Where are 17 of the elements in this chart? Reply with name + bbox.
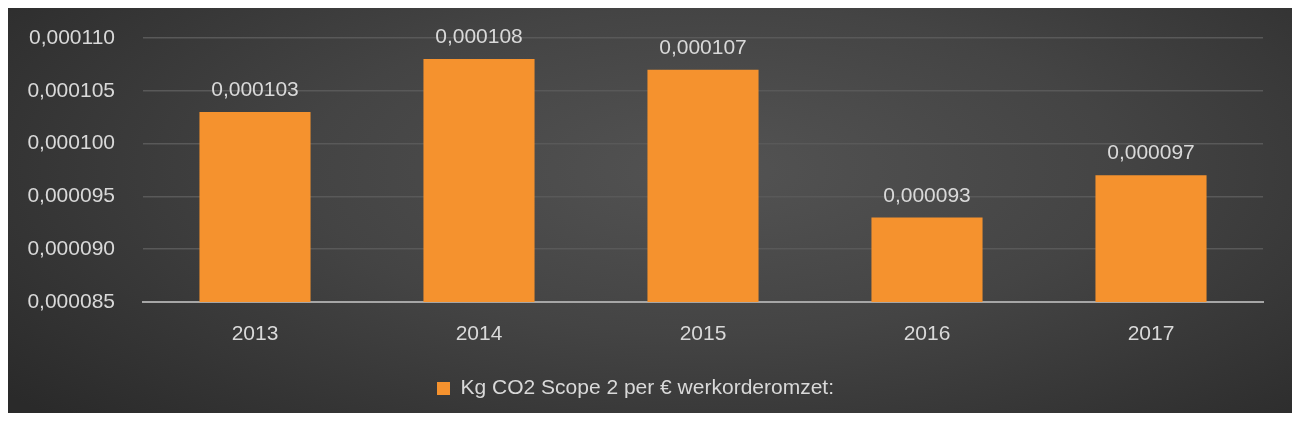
y-tick-label: 0,000095 bbox=[27, 183, 115, 207]
x-tick-label: 2014 bbox=[455, 321, 503, 345]
y-tick-label: 0,000085 bbox=[27, 288, 115, 312]
x-tick-label: 2013 bbox=[231, 321, 279, 345]
y-tick-label: 0,000110 bbox=[28, 24, 115, 48]
x-tick-label: 2017 bbox=[1127, 321, 1175, 345]
data-label: 0,000093 bbox=[883, 182, 971, 206]
data-label: 0,000097 bbox=[1107, 140, 1195, 164]
x-tick-label: 2016 bbox=[903, 321, 951, 345]
data-label: 0,000103 bbox=[211, 76, 299, 100]
x-tick-label: 2015 bbox=[679, 321, 727, 345]
y-tick-label: 0,000100 bbox=[27, 130, 115, 154]
y-tick-label: 0,000090 bbox=[27, 236, 115, 259]
data-label: 0,000108 bbox=[435, 24, 523, 48]
y-tick-label: 0,000105 bbox=[27, 77, 115, 101]
legend-label: Kg CO2 Scope 2 per € werkorderomzet: bbox=[460, 375, 835, 399]
data-label: 0,000107 bbox=[659, 34, 747, 58]
